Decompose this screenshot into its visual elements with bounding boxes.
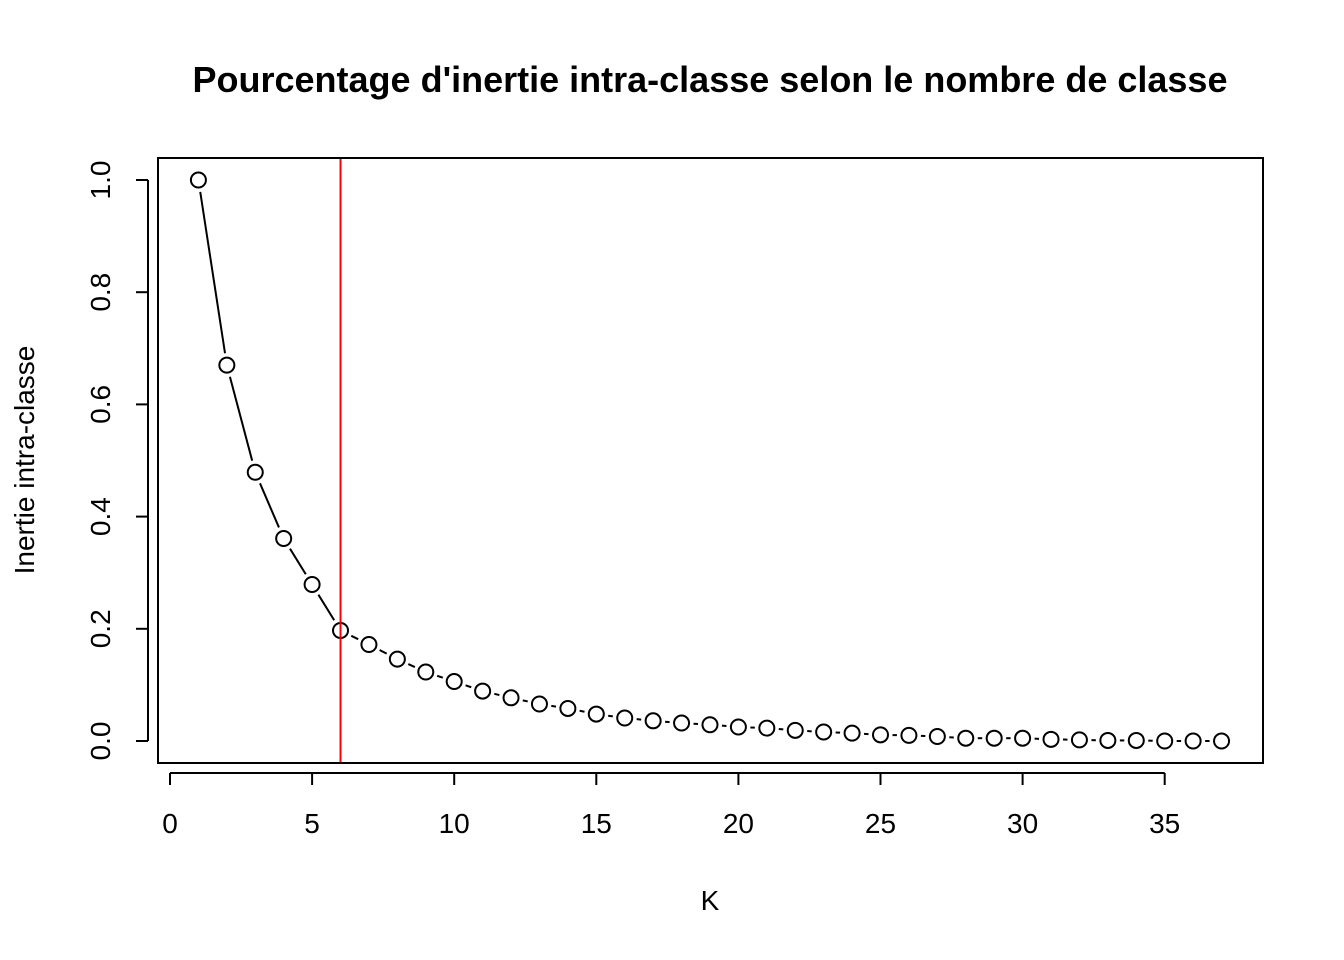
data-point (1070, 731, 1088, 749)
x-tick-label: 15 (581, 808, 612, 839)
y-tick-label: 0.4 (85, 497, 116, 536)
series-segment (522, 699, 528, 703)
x-tick-label: 5 (304, 808, 320, 839)
data-point (872, 726, 889, 744)
series-segment (608, 714, 613, 718)
data-point (246, 463, 264, 481)
data-point (786, 721, 804, 739)
series-segment (259, 482, 280, 528)
data-point (843, 724, 861, 742)
y-tick-label: 0.6 (85, 385, 116, 424)
y-axis-label: Inertie intra-classe (9, 346, 40, 575)
data-point (502, 689, 520, 707)
y-tick-label: 0.2 (85, 609, 116, 648)
data-point (1156, 732, 1174, 750)
data-point (189, 171, 207, 189)
data-point (616, 709, 634, 727)
series-segment (579, 709, 585, 713)
y-tick-label: 0.0 (85, 722, 116, 761)
x-axis-label: K (701, 885, 720, 916)
data-point (815, 723, 833, 741)
series-segment (551, 704, 557, 708)
data-point (218, 356, 236, 374)
data-point (985, 729, 1003, 747)
data-point (644, 712, 662, 730)
series-line (199, 191, 1210, 742)
chart-title: Pourcentage d'inertie intra-classe selon… (193, 59, 1228, 100)
data-point (1099, 731, 1117, 749)
data-point (1014, 729, 1032, 747)
data-point (388, 650, 406, 668)
series-segment (436, 674, 444, 679)
data-point (445, 673, 463, 691)
series-segment (228, 376, 254, 461)
data-point (1213, 732, 1231, 750)
y-axis: 0.0 0.2 0.4 0.6 0.8 1.0 (85, 161, 149, 761)
data-point (729, 718, 747, 736)
series-segment (379, 649, 388, 655)
x-tick-label: 35 (1149, 808, 1180, 839)
series-segment (289, 548, 307, 575)
x-tick-label: 0 (162, 808, 178, 839)
data-point (530, 695, 548, 713)
data-point (559, 699, 577, 717)
data-point (275, 529, 293, 547)
plot-frame (157, 157, 1264, 764)
series-segment (350, 634, 359, 641)
data-point (1184, 732, 1202, 750)
y-tick-label: 1.0 (85, 161, 116, 200)
data-point (360, 636, 378, 654)
data-point (928, 728, 946, 746)
x-tick-label: 25 (865, 808, 896, 839)
series-segment (199, 191, 227, 354)
series-points (189, 171, 1231, 750)
data-point (701, 716, 719, 734)
data-point (587, 705, 605, 723)
data-point (673, 714, 691, 732)
data-point (758, 719, 776, 737)
y-tick-label: 0.8 (85, 273, 116, 312)
series-segment (494, 692, 500, 697)
series-segment (407, 663, 416, 668)
series-segment (317, 594, 336, 621)
data-point (474, 682, 492, 700)
x-tick-label: 10 (439, 808, 470, 839)
data-point (303, 575, 321, 593)
data-point (1127, 731, 1145, 749)
data-point (957, 729, 975, 747)
x-tick-label: 20 (723, 808, 754, 839)
data-point (1042, 730, 1060, 748)
data-point (900, 726, 918, 744)
data-point (417, 663, 435, 681)
x-tick-label: 30 (1007, 808, 1038, 839)
x-axis: 0 5 10 15 20 25 30 35 (162, 772, 1180, 839)
series-segment (465, 684, 472, 689)
